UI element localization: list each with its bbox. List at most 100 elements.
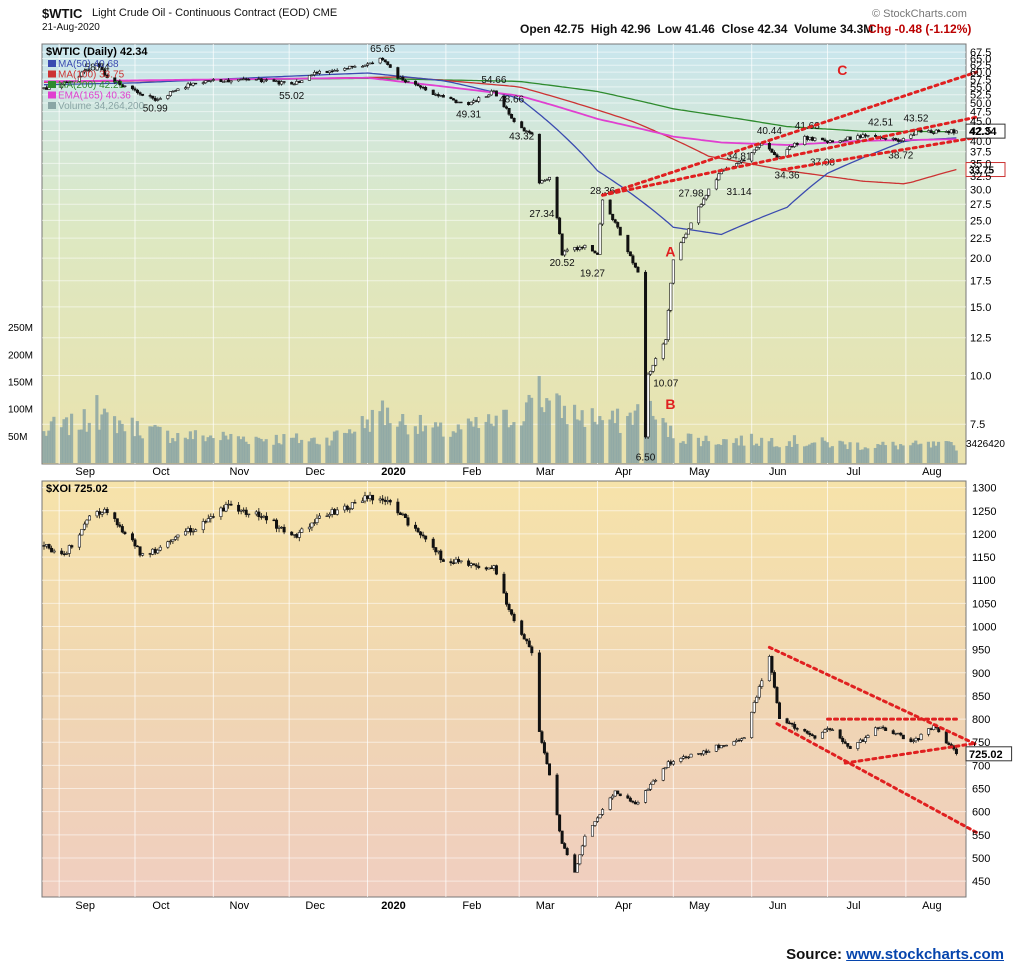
volume-bar	[527, 394, 531, 463]
volume-bar	[732, 442, 736, 463]
wtic-candle-body	[914, 129, 918, 136]
wtic-candle-body	[803, 136, 807, 145]
xoi-candle-body	[755, 696, 759, 703]
top-y-tick-label: 45.0	[970, 116, 991, 128]
wtic-candle-body	[644, 271, 648, 438]
wtic-candle-body	[770, 148, 774, 153]
volume-bar	[770, 437, 774, 463]
xoi-candle-body	[909, 738, 913, 742]
xoi-candle-body	[722, 745, 726, 747]
volume-bar	[512, 422, 516, 463]
volume-bar	[343, 432, 347, 463]
wtic-candle-body	[168, 91, 172, 96]
bottom-x-tick-label: Jul	[846, 900, 860, 912]
wtic-candle-body	[244, 78, 248, 80]
bottom-y-tick-label: 1100	[972, 575, 996, 587]
volume-bar	[292, 437, 296, 463]
volume-bar	[274, 434, 278, 463]
volume-bar	[70, 413, 74, 463]
volume-bar	[562, 405, 567, 463]
volume-bar	[289, 437, 294, 463]
xoi-candle-body	[366, 495, 370, 499]
volume-bar	[350, 433, 354, 463]
top-y-tick-label: 27.5	[970, 199, 991, 211]
volume-bar	[524, 402, 529, 463]
xoi-candle-body	[103, 508, 107, 514]
volume-bar	[365, 419, 369, 463]
price-label: 28.36	[590, 186, 615, 197]
top-x-tick-label: Jun	[769, 466, 787, 478]
xoi-candle-body	[646, 789, 650, 791]
volume-bar	[123, 431, 127, 463]
xoi-candle-body	[669, 761, 673, 765]
volume-bar	[431, 427, 435, 463]
xoi-candle-body	[459, 560, 463, 563]
wtic-candle-body	[947, 131, 951, 134]
volume-bar	[560, 418, 564, 463]
wtic-candle-body	[901, 138, 905, 142]
legend-label-ema165: EMA(165) 40.36	[58, 91, 131, 102]
bottom-y-tick-label: 750	[972, 737, 990, 749]
exchange: CME	[312, 7, 338, 19]
volume-bar	[901, 445, 905, 463]
wtic-candle-body	[62, 81, 66, 85]
wtic-candle-body	[838, 140, 842, 143]
bottom-y-tick-label: 550	[972, 830, 990, 842]
volume-bar	[148, 426, 152, 463]
wtic-candle-body	[201, 82, 205, 84]
wtic-candle-body	[563, 250, 567, 256]
xoi-candle-body	[100, 512, 104, 515]
top-y-tick-label: 47.5	[970, 107, 991, 119]
bottom-y-tick-label: 950	[972, 645, 990, 657]
volume-bar	[580, 410, 584, 463]
volume-bar	[742, 445, 746, 463]
close-value: Close 42.34	[721, 22, 788, 36]
volume-bar	[325, 437, 329, 463]
volume-bar	[916, 444, 920, 463]
bottom-x-tick-label: Mar	[536, 900, 555, 912]
legend-swatch-ma50	[48, 60, 56, 67]
xoi-candle-body	[560, 830, 564, 844]
wtic-candle-body	[679, 242, 683, 261]
xoi-candle-body	[735, 739, 739, 742]
xoi-candle-body	[297, 532, 301, 538]
wtic-candle-body	[335, 69, 339, 72]
xoi-candle-body	[201, 521, 205, 531]
volume-bar	[155, 426, 160, 463]
xoi-candle-body	[158, 546, 162, 551]
volume-bar	[345, 433, 349, 463]
volume-y-tick-label: 150M	[8, 378, 33, 389]
xoi-candle-body	[166, 541, 170, 548]
volume-bar	[64, 417, 69, 463]
xoi-candle-body	[699, 753, 703, 755]
wtic-candle-body	[702, 198, 706, 205]
xoi-candle-body	[828, 728, 832, 731]
bottom-y-tick-label: 1200	[972, 529, 996, 541]
wtic-candle-body	[750, 152, 754, 162]
volume-bar	[201, 435, 205, 463]
xoi-candle-body	[292, 534, 296, 536]
wtic-candle-body	[477, 97, 481, 102]
top-y-tick-label: 32.5	[970, 171, 991, 183]
wtic-candle-body	[474, 100, 478, 102]
wtic-candle-body	[616, 222, 620, 228]
wtic-candle-body	[494, 90, 498, 97]
wtic-candle-body	[113, 77, 117, 83]
bottom-y-tick-label: 500	[972, 853, 990, 865]
xoi-candle-body	[732, 741, 736, 746]
volume-bar	[519, 425, 524, 463]
bottom-y-tick-label: 900	[972, 668, 990, 680]
volume-bar	[474, 417, 478, 463]
volume-bar	[282, 434, 286, 463]
wtic-candle-body	[421, 86, 425, 89]
volume-bar	[380, 400, 385, 463]
top-x-tick-label: Aug	[922, 466, 942, 478]
bottom-y-tick-label: 1050	[972, 598, 996, 610]
xoi-candle-body	[186, 527, 190, 532]
xoi-candle-body	[441, 559, 445, 562]
volume-bar	[226, 439, 230, 463]
xoi-candle-body	[136, 545, 140, 548]
source-link[interactable]: www.stockcharts.com	[846, 946, 1004, 963]
price-label: 20.52	[550, 258, 575, 269]
top-x-tick-label: Jul	[846, 466, 860, 478]
